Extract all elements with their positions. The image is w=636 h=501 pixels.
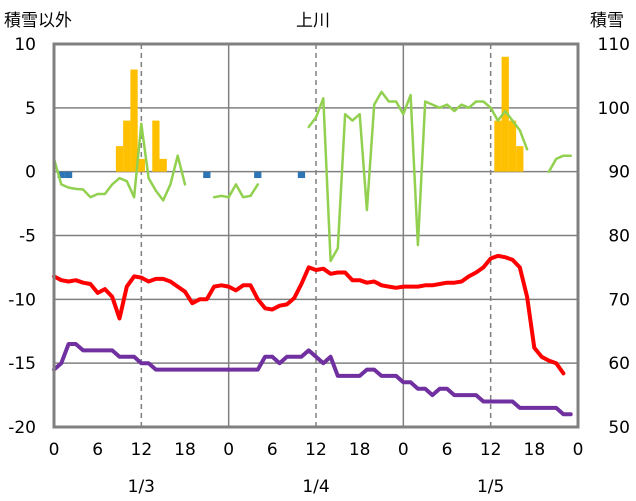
right-tick-label: 80	[608, 227, 630, 247]
date-label: 1/3	[128, 477, 155, 497]
right-tick-label: 90	[608, 163, 630, 183]
x-tick-label: 18	[174, 440, 196, 460]
left-tick-label: -10	[8, 290, 36, 310]
precipitation-bar	[297, 171, 306, 179]
precipitation-bar	[57, 171, 65, 179]
snowfall-bar	[501, 56, 509, 172]
temp_min-line	[52, 342, 573, 417]
right-tick-label: 100	[598, 99, 630, 119]
snowfall-bar	[516, 146, 524, 172]
plot-frame	[52, 42, 580, 429]
x-tick-label: 0	[223, 440, 234, 460]
snowfall-bar	[159, 158, 167, 172]
right-tick-label: 70	[608, 290, 630, 310]
snow_depth-line	[52, 122, 187, 202]
snow_depth-line	[212, 183, 260, 199]
right-axis-title: 積雪	[590, 11, 624, 31]
snowfall-bar	[152, 120, 160, 172]
precipitation-bar	[254, 171, 262, 179]
right-tick-label: 110	[598, 35, 630, 55]
x-tick-label: 6	[92, 440, 103, 460]
line-series	[52, 90, 573, 417]
x-tick-label: 6	[267, 440, 278, 460]
snow_depth-line	[307, 90, 529, 263]
left-axis-title: 積雪以外	[4, 11, 72, 31]
precipitation-bar	[64, 171, 73, 179]
snowfall-bar	[130, 69, 138, 172]
snowfall-bar	[508, 120, 517, 172]
left-tick-label: -20	[8, 418, 36, 438]
bar-series	[57, 56, 524, 179]
snowfall-bar	[123, 120, 131, 172]
grid-lines	[54, 44, 578, 427]
snowfall-bar	[137, 158, 145, 172]
right-tick-label: 60	[608, 354, 630, 374]
snowfall-bar	[115, 146, 124, 172]
x-tick-label: 12	[131, 440, 153, 460]
chart-title: 上川	[296, 11, 330, 31]
x-tick-label: 12	[305, 440, 327, 460]
x-tick-label: 0	[573, 440, 584, 460]
temp_max-line	[52, 253, 566, 376]
date-label: 1/4	[302, 477, 329, 497]
x-tick-label: 18	[349, 440, 371, 460]
precipitation-bar	[203, 171, 211, 179]
left-tick-label: -5	[19, 227, 36, 247]
snow_depth-line	[547, 154, 572, 173]
left-tick-label: 0	[25, 163, 36, 183]
right-tick-label: 50	[608, 418, 630, 438]
left-tick-label: 10	[14, 35, 36, 55]
x-tick-label: 0	[398, 440, 409, 460]
x-tick-label: 0	[49, 440, 60, 460]
x-tick-label: 6	[442, 440, 453, 460]
date-label: 1/5	[477, 477, 504, 497]
left-tick-label: -15	[8, 354, 36, 374]
x-tick-label: 12	[480, 440, 502, 460]
left-tick-label: 5	[25, 99, 36, 119]
snowfall-bar	[494, 120, 502, 172]
x-tick-label: 18	[524, 440, 546, 460]
